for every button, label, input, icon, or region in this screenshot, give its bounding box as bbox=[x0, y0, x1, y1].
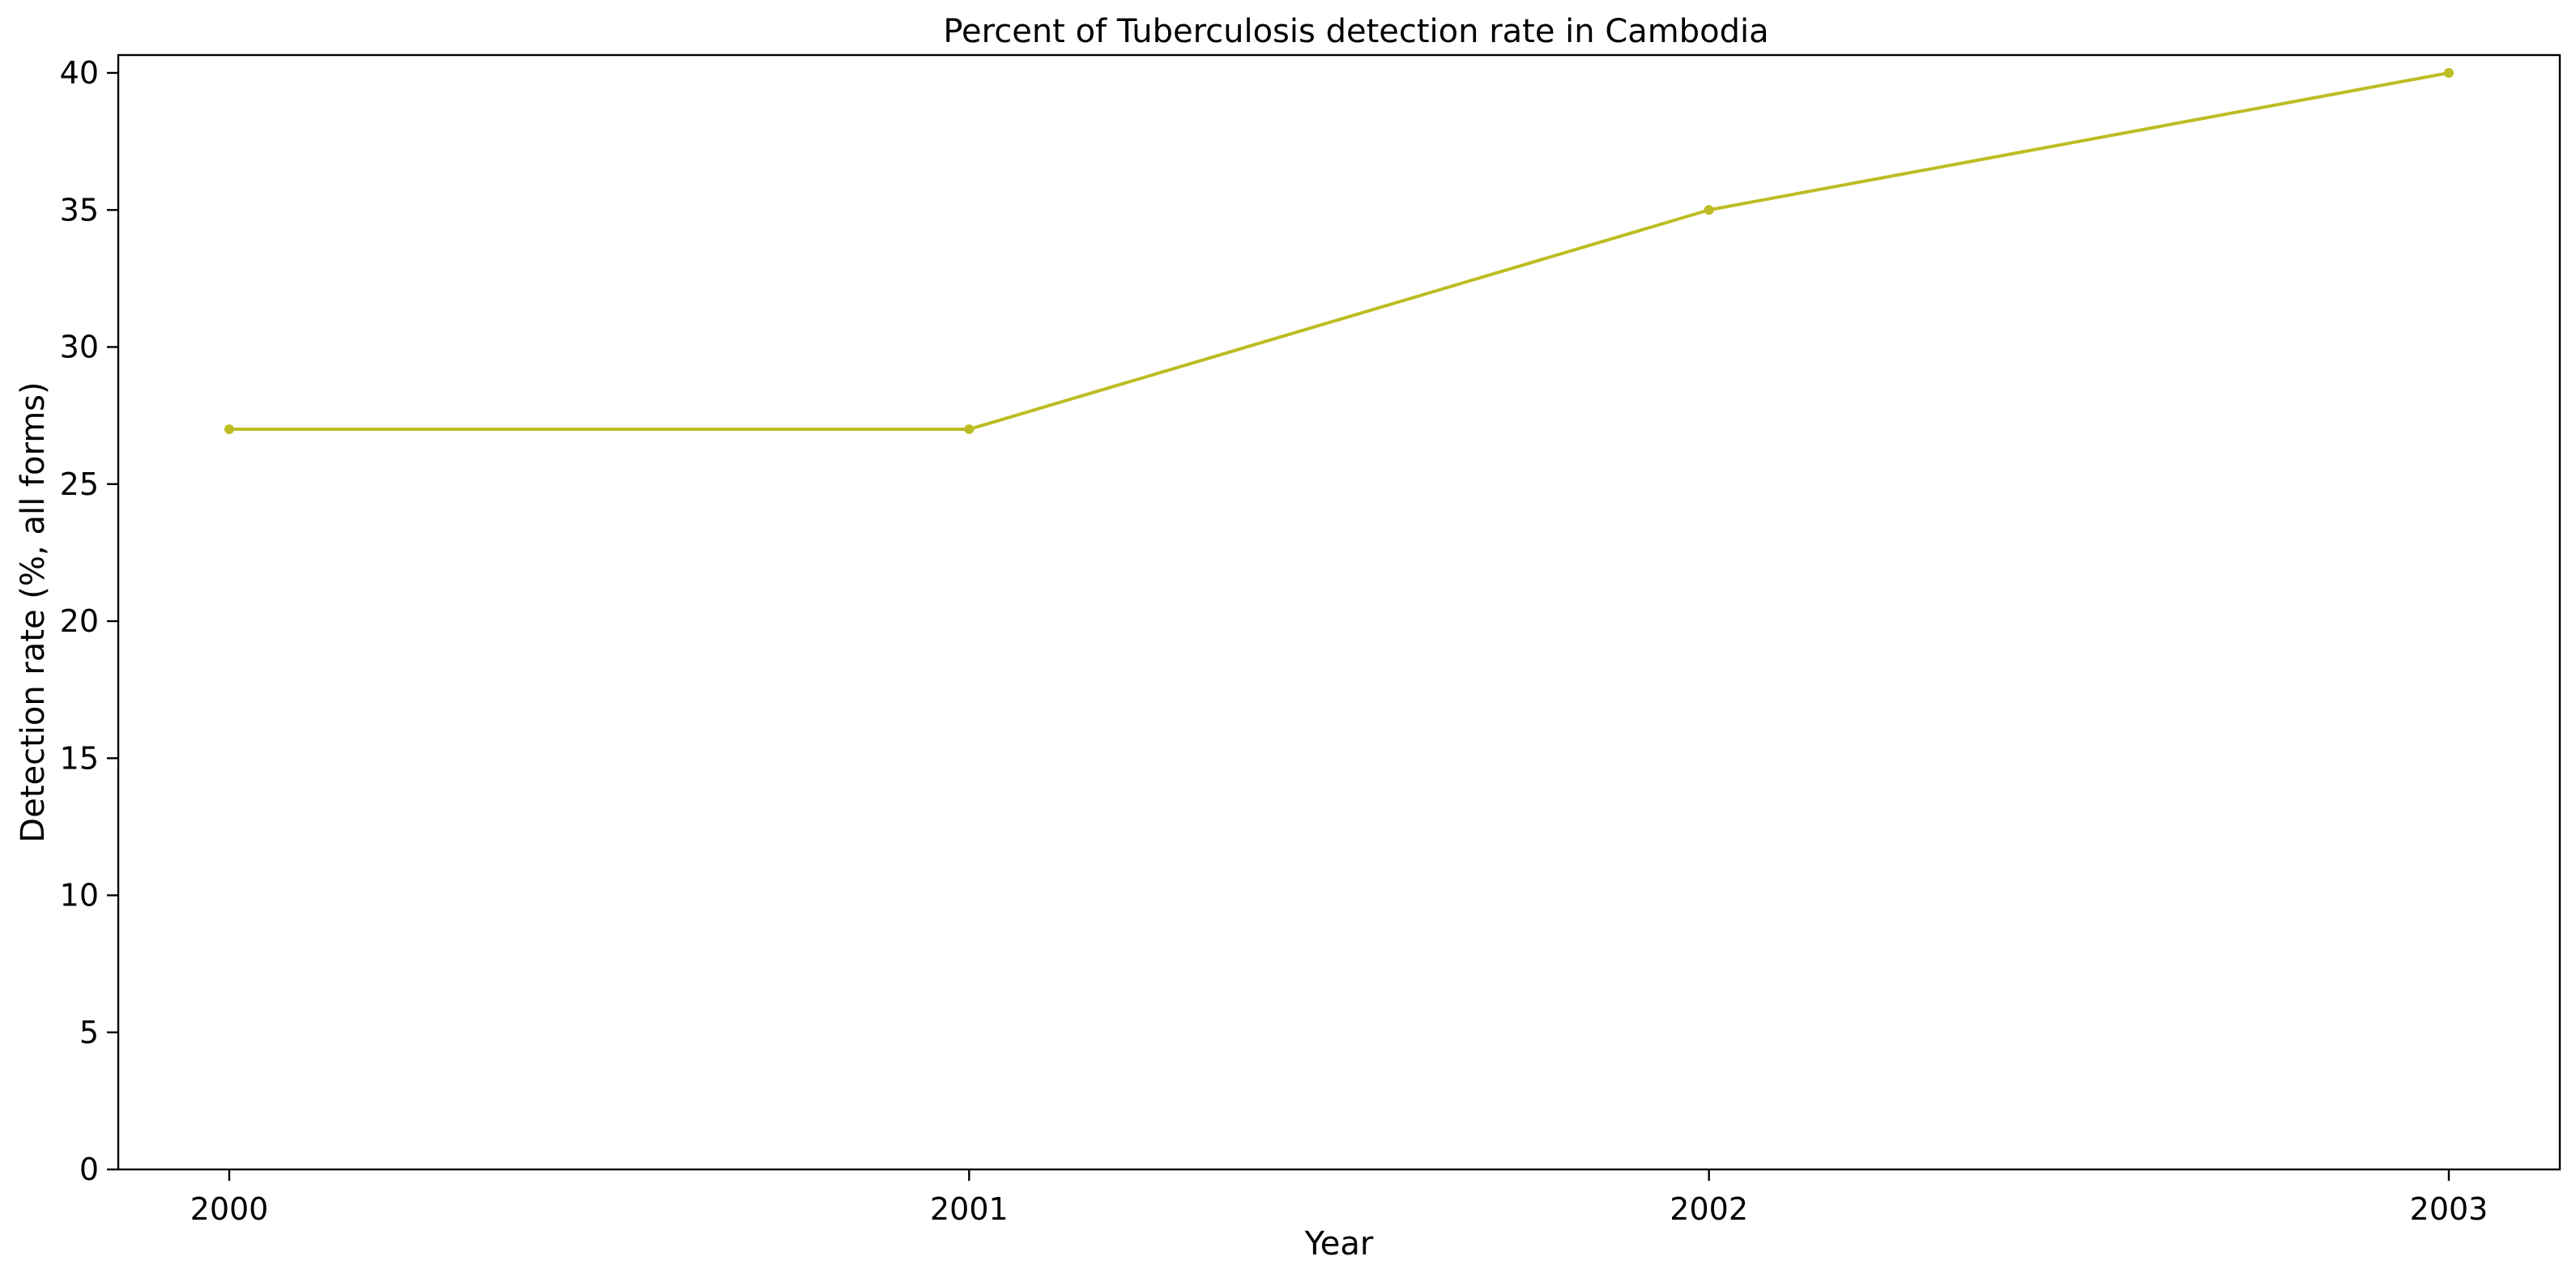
data-point bbox=[964, 424, 975, 435]
y-tick-label: 5 bbox=[79, 1015, 99, 1050]
y-tick-label: 0 bbox=[79, 1152, 99, 1187]
x-axis-label: Year bbox=[1304, 1225, 1374, 1263]
y-tick-label: 35 bbox=[60, 192, 99, 228]
data-point bbox=[1704, 205, 1714, 215]
x-tick-label: 2002 bbox=[1670, 1191, 1748, 1227]
data-point bbox=[224, 424, 234, 435]
chart-title: Percent of Tuberculosis detection rate i… bbox=[943, 13, 1768, 50]
y-axis-label: Detection rate (%, all forms) bbox=[15, 381, 52, 842]
x-tick-label: 2000 bbox=[190, 1191, 269, 1227]
x-axis: 2000 2001 2002 2003 bbox=[190, 1169, 2489, 1227]
x-tick-label: 2003 bbox=[2410, 1191, 2489, 1227]
series-line bbox=[228, 71, 2450, 432]
y-axis: 0 5 10 15 20 25 30 35 40 bbox=[60, 55, 118, 1187]
y-tick-label: 20 bbox=[60, 603, 99, 639]
y-tick-label: 30 bbox=[60, 330, 99, 365]
y-tick-label: 40 bbox=[60, 55, 99, 91]
plot-area-frame bbox=[117, 53, 2561, 1171]
x-tick-label: 2001 bbox=[930, 1191, 1009, 1227]
y-tick-label: 25 bbox=[60, 466, 99, 502]
series-layer bbox=[224, 68, 2454, 435]
y-tick-label: 15 bbox=[60, 740, 99, 776]
data-point bbox=[2444, 68, 2454, 78]
y-tick-label: 10 bbox=[60, 878, 99, 914]
